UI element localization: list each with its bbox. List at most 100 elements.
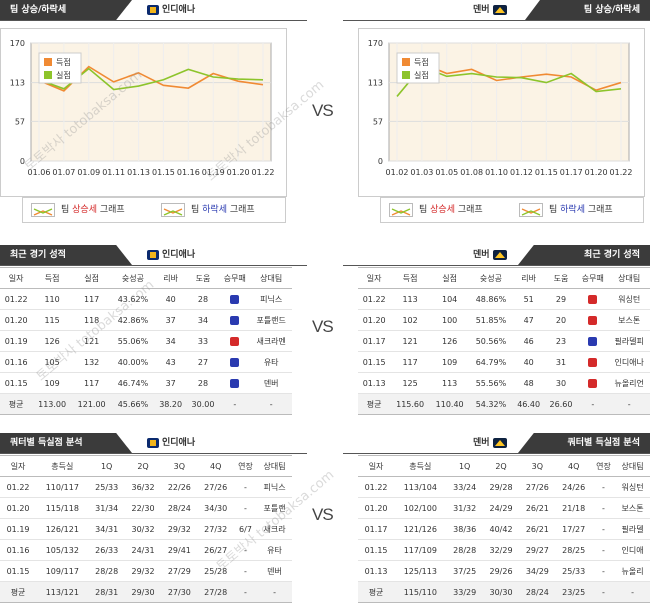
- denver-logo-icon: [492, 437, 507, 448]
- table-cell: 33/24: [446, 476, 483, 498]
- table-cell: 29/32: [124, 560, 162, 582]
- table-cell: 평균: [0, 393, 33, 415]
- team-name-right: 덴버: [473, 250, 490, 260]
- y-tick-label: 57: [15, 117, 25, 126]
- table-cell: 01.16: [0, 539, 37, 561]
- result-badge: [577, 309, 609, 331]
- column-header: 승무패: [219, 267, 251, 289]
- quarter-tab: 쿼터별 득실점 분석: [0, 433, 132, 453]
- x-tick-label: 01.07: [52, 168, 75, 177]
- team-name-left: 인디애나: [162, 250, 196, 260]
- table-cell: 01.17: [358, 330, 391, 352]
- table-cell: 01.13: [358, 560, 395, 582]
- down-trend-icon: [161, 202, 185, 217]
- column-header: 상대팀: [250, 267, 292, 289]
- legend-team-text: 팀: [549, 205, 558, 215]
- loss-badge-icon: [230, 294, 240, 304]
- table-cell: 01.17: [358, 518, 395, 540]
- table-cell: 24/26: [555, 476, 592, 498]
- vs-label-quarter: VS: [312, 505, 334, 524]
- result-badge: [577, 330, 609, 352]
- table-cell: 27/26: [197, 476, 234, 498]
- table-cell: 26/33: [88, 539, 125, 561]
- table-cell: 37/25: [446, 560, 483, 582]
- win-badge-icon: [588, 315, 598, 325]
- column-header: 2Q: [124, 455, 162, 477]
- table-cell: 뉴올리: [615, 560, 650, 582]
- win-badge-icon: [588, 357, 598, 367]
- table-cell: 32/29: [482, 539, 520, 561]
- table-row: 01.13 125/113 37/25 29/26 34/29 25/33- 뉴올리: [358, 560, 650, 582]
- table-cell: 43.62%: [111, 288, 155, 310]
- table-cell: 31: [544, 351, 578, 373]
- table-cell: 50.56%: [469, 330, 513, 352]
- table-cell: 46: [512, 330, 545, 352]
- table-cell: 38.20: [154, 393, 187, 415]
- table-cell: 30: [544, 372, 578, 394]
- table-cell: 27/30: [161, 581, 198, 603]
- x-tick-label: 01.05: [435, 168, 458, 177]
- vs-label-trend: VS: [312, 101, 334, 120]
- table-cell: 29/27: [519, 539, 556, 561]
- table-cell: 보스톤: [608, 309, 650, 331]
- table-cell: 37: [154, 309, 187, 331]
- column-header: 상대팀: [257, 455, 292, 477]
- table-cell: 109/117: [36, 560, 89, 582]
- recent-table-right: 일자 득점 실점 슛성공 리바 도움 승무패 상대팀 01.22 113 104 48.86% 51 29…: [358, 267, 650, 415]
- table-cell: -: [608, 393, 650, 415]
- x-tick-label: 01.09: [77, 168, 100, 177]
- x-tick-label: 01.19: [202, 168, 225, 177]
- win-badge-icon: [588, 378, 598, 388]
- table-cell: 125: [390, 372, 430, 394]
- table-row: 01.17 121 126 50.56% 46 23 필라델피: [358, 330, 650, 352]
- table-cell: 01.22: [358, 476, 395, 498]
- table-cell: 23: [544, 330, 578, 352]
- table-cell: 36/32: [124, 476, 162, 498]
- table-cell: 01.20: [358, 309, 391, 331]
- table-cell: 102/100: [394, 497, 447, 519]
- table-cell: 28/31: [88, 581, 125, 603]
- average-row: 평균 113/121 28/31 29/30 27/30 27/28- -: [0, 581, 292, 603]
- average-row: 평균 115/110 33/29 30/30 28/24 23/25- -: [358, 581, 650, 603]
- table-cell: 28/24: [519, 581, 556, 603]
- table-row: 01.22 113/104 33/24 29/28 27/26 24/26- 워싱턴: [358, 476, 650, 498]
- legend-up-text: 상승세: [430, 205, 455, 215]
- table-cell: 26/21: [519, 497, 556, 519]
- column-header: 승무패: [577, 267, 609, 289]
- table-cell: 47: [512, 309, 545, 331]
- table-cell: 121: [71, 330, 112, 352]
- table-cell: 01.15: [0, 372, 33, 394]
- indiana-logo-icon: [147, 249, 159, 260]
- legend-swatch: [402, 58, 410, 66]
- table-cell: 40: [154, 288, 187, 310]
- recent-header-right: 덴버 최근 경기 성적: [343, 245, 650, 266]
- table-cell: 01.13: [358, 372, 391, 394]
- team-label-right: 덴버: [473, 248, 510, 262]
- table-cell: -: [591, 497, 616, 519]
- table-cell: 26.60: [544, 393, 578, 415]
- column-header: 실점: [429, 267, 470, 289]
- table-cell: 115: [32, 309, 72, 331]
- table-cell: 덴버: [257, 560, 292, 582]
- legend-team-text: 팀: [61, 205, 70, 215]
- legend-team-text: 팀: [191, 205, 200, 215]
- table-cell: 인디애: [615, 539, 650, 561]
- legend-label: 실점: [56, 70, 71, 80]
- table-row: 01.22 110/117 25/33 36/32 22/26 27/26- 피닉스: [0, 476, 292, 498]
- table-cell: 105/132: [36, 539, 89, 561]
- table-cell: 유타: [257, 539, 292, 561]
- table-cell: 126: [32, 330, 72, 352]
- legend-up: 팀 상승세 그래프: [389, 198, 483, 222]
- table-cell: 필라델: [615, 518, 650, 540]
- table-cell: 피닉스: [250, 288, 292, 310]
- table-cell: 필라델피: [608, 330, 650, 352]
- table-cell: 132: [71, 351, 112, 373]
- table-cell: 01.22: [0, 476, 37, 498]
- table-cell: 55.06%: [111, 330, 155, 352]
- table-row: 01.16 105/132 26/33 24/31 29/41 26/27- 유타: [0, 539, 292, 561]
- table-row: 01.20 102/100 31/32 24/29 26/21 21/18- 보스톤: [358, 497, 650, 519]
- table-cell: 113/121: [36, 581, 89, 603]
- table-cell: -: [233, 497, 258, 519]
- table-cell: 43: [154, 351, 187, 373]
